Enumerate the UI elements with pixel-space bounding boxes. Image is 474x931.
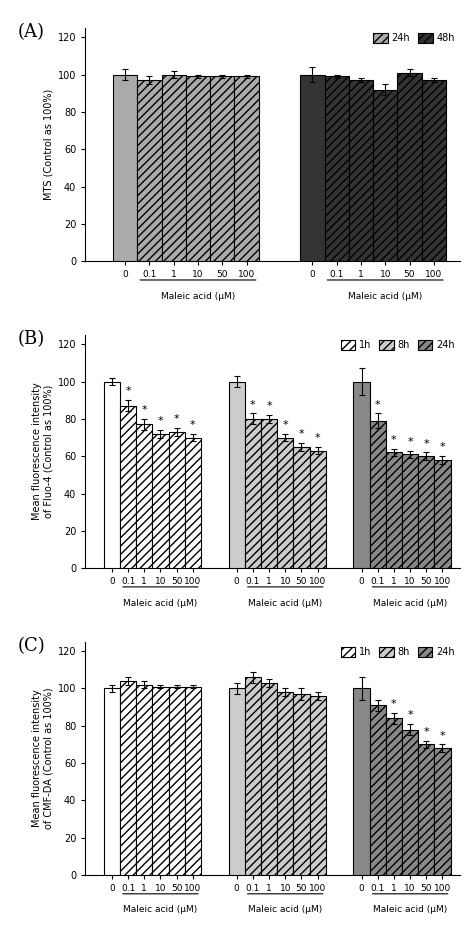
Bar: [310, 451, 326, 568]
Text: (A): (A): [18, 23, 45, 41]
Bar: [210, 76, 235, 262]
Bar: [136, 425, 152, 568]
Text: *: *: [391, 435, 397, 445]
Legend: 24h, 48h: 24h, 48h: [373, 33, 455, 43]
Bar: [402, 730, 418, 875]
Text: *: *: [125, 386, 131, 397]
Bar: [120, 681, 136, 875]
Bar: [113, 74, 137, 262]
Bar: [434, 749, 450, 875]
Bar: [422, 80, 446, 262]
Text: *: *: [158, 416, 163, 426]
Text: Maleic acid (μM): Maleic acid (μM): [348, 291, 422, 301]
Text: *: *: [174, 414, 180, 425]
Bar: [386, 719, 402, 875]
Text: *: *: [407, 437, 413, 447]
Text: *: *: [283, 420, 288, 430]
Text: *: *: [141, 405, 147, 415]
Bar: [354, 382, 370, 568]
Legend: 1h, 8h, 24h: 1h, 8h, 24h: [341, 647, 455, 657]
Bar: [136, 684, 152, 875]
Bar: [349, 80, 373, 262]
Bar: [418, 456, 434, 568]
Text: *: *: [190, 420, 196, 430]
Y-axis label: Mean fluorescence intensity
of Fluo-4 (Control as 100%): Mean fluorescence intensity of Fluo-4 (C…: [32, 383, 54, 520]
Bar: [402, 454, 418, 568]
Bar: [386, 452, 402, 568]
Bar: [104, 382, 120, 568]
Bar: [310, 695, 326, 875]
Bar: [186, 76, 210, 262]
Bar: [325, 76, 349, 262]
Text: *: *: [423, 727, 429, 737]
Bar: [185, 686, 201, 875]
Bar: [261, 682, 277, 875]
Bar: [235, 76, 259, 262]
Text: Maleic acid (μM): Maleic acid (μM): [123, 599, 198, 608]
Bar: [245, 677, 261, 875]
Bar: [354, 688, 370, 875]
Bar: [228, 382, 245, 568]
Bar: [293, 694, 310, 875]
Bar: [277, 692, 293, 875]
Bar: [228, 688, 245, 875]
Bar: [162, 74, 186, 262]
Legend: 1h, 8h, 24h: 1h, 8h, 24h: [341, 340, 455, 350]
Bar: [277, 438, 293, 568]
Bar: [152, 686, 169, 875]
Bar: [373, 89, 397, 262]
Bar: [261, 419, 277, 568]
Bar: [169, 686, 185, 875]
Text: (C): (C): [18, 637, 46, 655]
Text: Maleic acid (μM): Maleic acid (μM): [248, 599, 322, 608]
Bar: [301, 74, 325, 262]
Text: *: *: [375, 399, 381, 410]
Bar: [137, 80, 162, 262]
Bar: [245, 419, 261, 568]
Text: (B): (B): [18, 331, 45, 348]
Text: Maleic acid (μM): Maleic acid (μM): [123, 906, 198, 914]
Text: *: *: [391, 699, 397, 709]
Text: *: *: [439, 442, 445, 452]
Text: *: *: [315, 433, 320, 443]
Y-axis label: MTS (Control as 100%): MTS (Control as 100%): [44, 89, 54, 200]
Bar: [185, 438, 201, 568]
Bar: [293, 447, 310, 568]
Bar: [418, 745, 434, 875]
Text: *: *: [439, 731, 445, 741]
Text: *: *: [250, 399, 255, 410]
Bar: [397, 73, 422, 262]
Bar: [370, 706, 386, 875]
Text: Maleic acid (μM): Maleic acid (μM): [161, 291, 235, 301]
Text: *: *: [423, 439, 429, 449]
Text: *: *: [407, 710, 413, 721]
Text: Maleic acid (μM): Maleic acid (μM): [373, 906, 447, 914]
Text: Maleic acid (μM): Maleic acid (μM): [373, 599, 447, 608]
Y-axis label: Mean fluorescence intensity
of CMF-DA (Control as 100%): Mean fluorescence intensity of CMF-DA (C…: [32, 688, 54, 830]
Text: Maleic acid (μM): Maleic acid (μM): [248, 906, 322, 914]
Bar: [120, 406, 136, 568]
Text: *: *: [299, 429, 304, 439]
Text: *: *: [266, 401, 272, 412]
Bar: [169, 432, 185, 568]
Bar: [370, 421, 386, 568]
Bar: [152, 434, 169, 568]
Bar: [104, 688, 120, 875]
Bar: [434, 460, 450, 568]
